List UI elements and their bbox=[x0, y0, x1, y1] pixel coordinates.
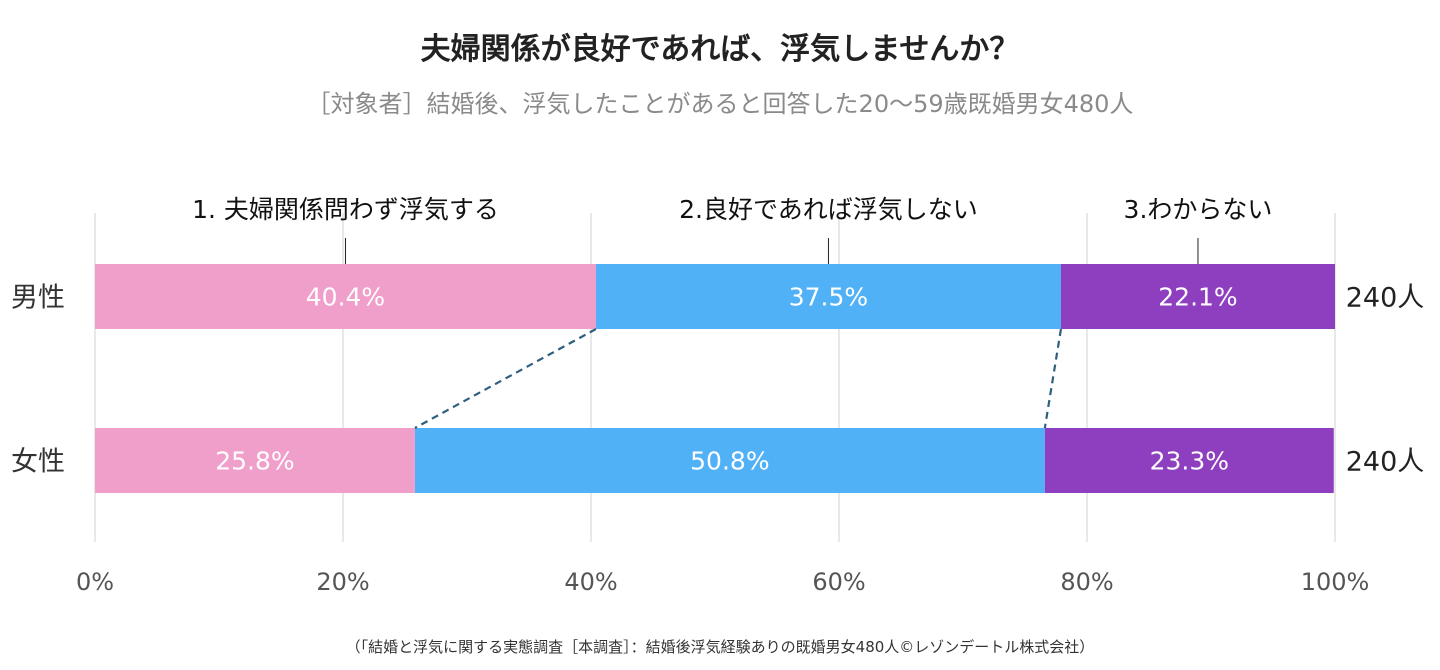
legend-label: 1. 夫婦関係問わず浮気する bbox=[192, 195, 499, 224]
bar-segment bbox=[95, 264, 596, 329]
bar-segment bbox=[95, 428, 415, 493]
x-tick-label: 60% bbox=[812, 568, 865, 596]
bar-segment bbox=[1060, 264, 1335, 329]
data-label: 23.3% bbox=[1150, 447, 1229, 476]
category-label: 女性 bbox=[11, 447, 65, 478]
chart-source-note: （「結婚と浮気に関する実態調査［本調査］：結婚後浮気経験ありの既婚男女480人©… bbox=[345, 638, 1095, 656]
data-label: 50.8% bbox=[690, 447, 769, 476]
bar-segment bbox=[414, 428, 1045, 493]
x-tick-label: 20% bbox=[316, 568, 369, 596]
data-label: 37.5% bbox=[789, 283, 868, 312]
chart-title: 夫婦関係が良好であれば、浮気しませんか？ bbox=[420, 32, 1020, 67]
legend-label: 3.わからない bbox=[1124, 195, 1273, 224]
x-tick-label: 0% bbox=[76, 568, 114, 596]
chart-subtitle: ［対象者］結婚後、浮気したことがあると回答した20〜59歳既婚男女480人 bbox=[306, 90, 1134, 118]
legend-label: 2.良好であれば浮気しない bbox=[679, 195, 978, 224]
total-label: 240人 bbox=[1346, 283, 1425, 314]
x-tick-label: 80% bbox=[1060, 568, 1113, 596]
series-connector-line bbox=[1043, 328, 1063, 429]
data-label: 40.4% bbox=[306, 283, 385, 312]
data-label: 22.1% bbox=[1158, 283, 1237, 312]
category-label: 男性 bbox=[11, 283, 65, 314]
bar-segment bbox=[1044, 428, 1334, 493]
x-tick-label: 100% bbox=[1301, 568, 1370, 596]
x-tick-label: 40% bbox=[564, 568, 617, 596]
bar-segment bbox=[595, 264, 1061, 329]
total-label: 240人 bbox=[1346, 447, 1425, 478]
data-label: 25.8% bbox=[215, 447, 294, 476]
series-connector-line bbox=[414, 328, 597, 429]
